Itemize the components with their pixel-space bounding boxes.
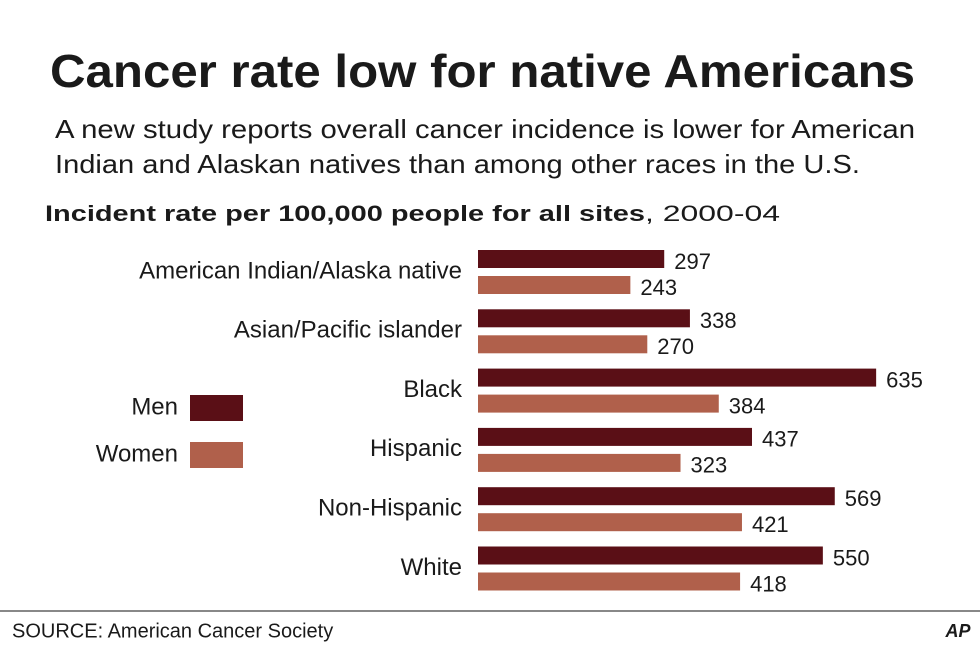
axis-label-note: , 2000-04 bbox=[645, 201, 780, 226]
source: SOURCE: American Cancer Society bbox=[12, 620, 333, 642]
value-label: 270 bbox=[657, 334, 694, 359]
chart-title: Cancer rate low for native Americans bbox=[50, 45, 915, 97]
bar bbox=[478, 453, 681, 472]
bar bbox=[478, 309, 690, 328]
value-label: 297 bbox=[674, 249, 711, 274]
bar bbox=[478, 546, 823, 565]
value-label: 421 bbox=[752, 512, 789, 537]
bar bbox=[478, 572, 741, 591]
legend-label: Men bbox=[131, 393, 178, 420]
legend-swatch bbox=[190, 395, 243, 421]
category-label: Non-Hispanic bbox=[318, 495, 462, 522]
subtitle: Indian and Alaskan natives than among ot… bbox=[55, 149, 860, 179]
legend-label: Women bbox=[96, 440, 178, 467]
value-label: 550 bbox=[833, 545, 870, 570]
credit: AP bbox=[944, 621, 971, 641]
legend-swatch bbox=[190, 442, 243, 468]
category-label: Hispanic bbox=[370, 435, 462, 462]
subtitle: A new study reports overall cancer incid… bbox=[55, 114, 915, 144]
bar bbox=[478, 335, 648, 354]
axis-label: Incident rate per 100,000 people for all… bbox=[45, 201, 645, 226]
category-label: American Indian/Alaska native bbox=[139, 257, 462, 284]
value-label: 569 bbox=[845, 486, 882, 511]
value-label: 338 bbox=[700, 308, 737, 333]
bar bbox=[478, 513, 742, 532]
bar bbox=[478, 276, 631, 294]
value-label: 384 bbox=[729, 393, 766, 418]
category-label: White bbox=[401, 554, 462, 581]
value-label: 243 bbox=[640, 275, 677, 300]
category-label: Black bbox=[403, 376, 463, 403]
bar bbox=[478, 368, 877, 387]
bar bbox=[478, 250, 665, 268]
value-label: 323 bbox=[691, 453, 728, 478]
value-label: 437 bbox=[762, 427, 799, 452]
value-label: 635 bbox=[886, 367, 923, 392]
category-label: Asian/Pacific islander bbox=[234, 317, 462, 344]
bar bbox=[478, 487, 835, 506]
bar bbox=[478, 427, 752, 446]
value-label: 418 bbox=[750, 571, 787, 596]
bar bbox=[478, 394, 719, 413]
